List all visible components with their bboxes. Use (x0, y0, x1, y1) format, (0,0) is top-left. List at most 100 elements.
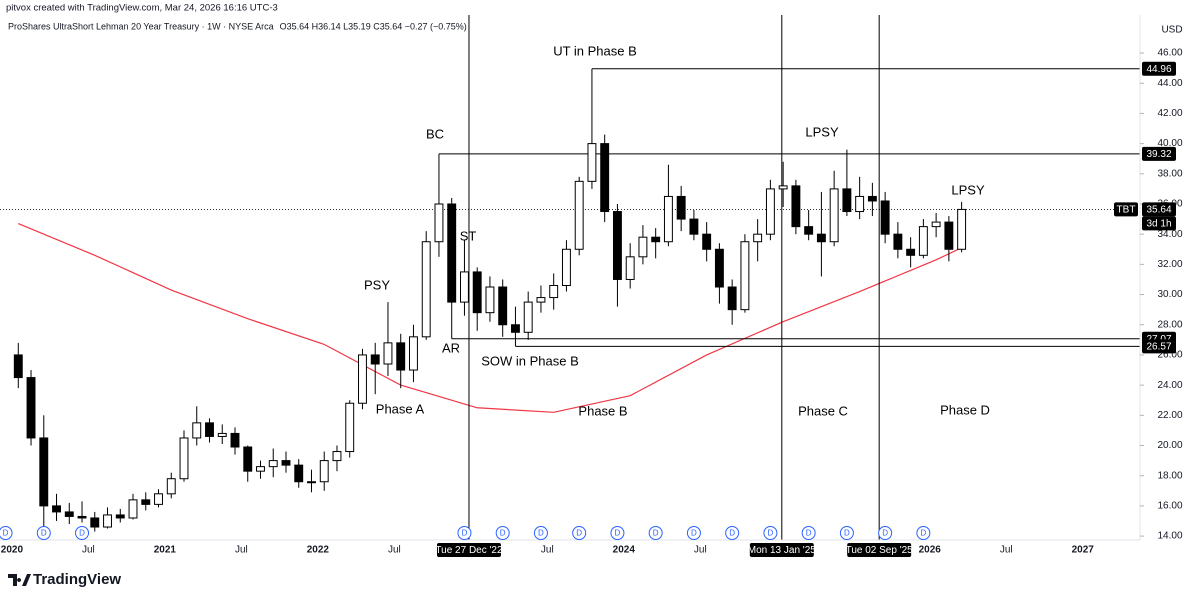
candle-body (765, 188, 775, 235)
candle-body (230, 432, 240, 448)
dividend-label: D (538, 529, 544, 538)
candle-body (421, 241, 431, 338)
x-tick-label: 2026 (919, 545, 942, 556)
y-tick-label: 38.00 (1157, 168, 1182, 179)
candle-body (944, 221, 954, 250)
dividend-marker (0, 526, 13, 540)
annotation: PSY (364, 277, 390, 292)
credit: pitvox created with TradingView.com, Mar… (6, 3, 278, 14)
candle-body (918, 226, 928, 256)
dividend-marker (839, 526, 854, 540)
candle-body (332, 451, 342, 462)
candle-body (791, 185, 801, 228)
y-tick-label: 18.00 (1157, 470, 1182, 481)
brand-logo: TradingView (8, 571, 121, 588)
annotation: Phase B (578, 403, 627, 418)
candle-body (383, 342, 393, 365)
x-tick-label: Jul (235, 545, 248, 556)
y-tick-label: 16.00 (1157, 501, 1182, 512)
ohlc-legend: O35.64 H36.14 L35.19 C35.64 −0.27 (−0.75… (280, 21, 467, 31)
candle-body (702, 233, 712, 250)
countdown-label: 3d 1h (1146, 219, 1171, 230)
level-label: 39.32 (1146, 149, 1171, 160)
x-tick-label: 2022 (307, 545, 330, 556)
moving-average (18, 223, 962, 413)
candle-body (205, 422, 214, 437)
candle-body (778, 185, 788, 190)
candle-body (13, 354, 23, 379)
candle-body (676, 195, 686, 220)
logo-icon (8, 574, 31, 586)
y-tick-label: 28.00 (1157, 319, 1182, 330)
dividend-marker (36, 526, 51, 540)
candle-body (855, 195, 865, 213)
candle-body (103, 514, 112, 528)
dividend-marker (75, 526, 90, 540)
dividend-label: D (691, 529, 697, 538)
y-tick-label: 46.00 (1157, 48, 1182, 59)
dividend-marker (648, 526, 663, 540)
dividend-marker (495, 526, 510, 540)
level-label: 44.96 (1146, 64, 1171, 75)
candle-body (77, 515, 87, 519)
candle-body (281, 460, 291, 466)
x-tick-label: 2027 (1072, 545, 1095, 556)
candle-body (154, 493, 163, 505)
candle-body (115, 514, 125, 519)
dividend-label: D (576, 529, 582, 538)
x-tick-label: Jul (541, 545, 554, 556)
dividend-marker (457, 526, 472, 540)
candle-body (689, 218, 699, 235)
x-tick-label: Jul (694, 545, 707, 556)
dividend-label: D (79, 529, 85, 538)
candle-body (319, 460, 329, 483)
dividend-label: D (882, 529, 888, 538)
candle-body (128, 499, 138, 519)
candle-body (651, 236, 661, 243)
date-marker-label: Mon 13 Jan '25 (748, 545, 817, 556)
y-tick-label: 24.00 (1157, 380, 1182, 391)
candle-body (370, 354, 380, 365)
candle-body (587, 143, 597, 182)
x-tick-label: 2020 (1, 545, 24, 556)
dividend-marker (610, 526, 625, 540)
candle-body (957, 208, 967, 250)
y-tick-label: 14.00 (1157, 531, 1182, 542)
candle-body (638, 236, 648, 258)
dividend-label: D (806, 529, 812, 538)
candle-body (90, 517, 100, 528)
candle-body (510, 324, 520, 333)
candle-body (268, 460, 278, 468)
y-tick-label: 42.00 (1157, 108, 1182, 119)
date-marker-label-box (749, 543, 814, 557)
candle-body (460, 271, 469, 303)
candle-body (64, 511, 74, 517)
symbol-label: TBT (1117, 205, 1136, 216)
annotation: Phase A (376, 401, 425, 416)
dividend-marker (878, 526, 893, 540)
candle-body (166, 478, 176, 495)
candle-body (931, 221, 941, 228)
date-marker-label: Tue 27 Dec '22 (435, 545, 503, 556)
dividend-marker (763, 526, 778, 540)
candle-body (179, 437, 189, 480)
candle-body (663, 195, 673, 243)
last-price-label-box (1142, 202, 1176, 217)
candle-body (714, 248, 724, 288)
y-tick-label: 32.00 (1157, 259, 1182, 270)
y-tick-label: 22.00 (1157, 410, 1182, 421)
last-price-label: 35.64 (1146, 205, 1171, 216)
date-marker-label-box (847, 543, 912, 557)
x-tick-label: Jul (388, 545, 401, 556)
annotation: Phase C (798, 403, 848, 418)
level-label-box (1142, 61, 1176, 76)
candle-body (409, 336, 418, 371)
candle-body (600, 143, 610, 213)
y-tick-label: 40.00 (1157, 138, 1182, 149)
candle-body (561, 248, 571, 287)
candle-body (26, 377, 36, 439)
candle-body (829, 188, 839, 243)
dividend-label: D (3, 529, 9, 538)
